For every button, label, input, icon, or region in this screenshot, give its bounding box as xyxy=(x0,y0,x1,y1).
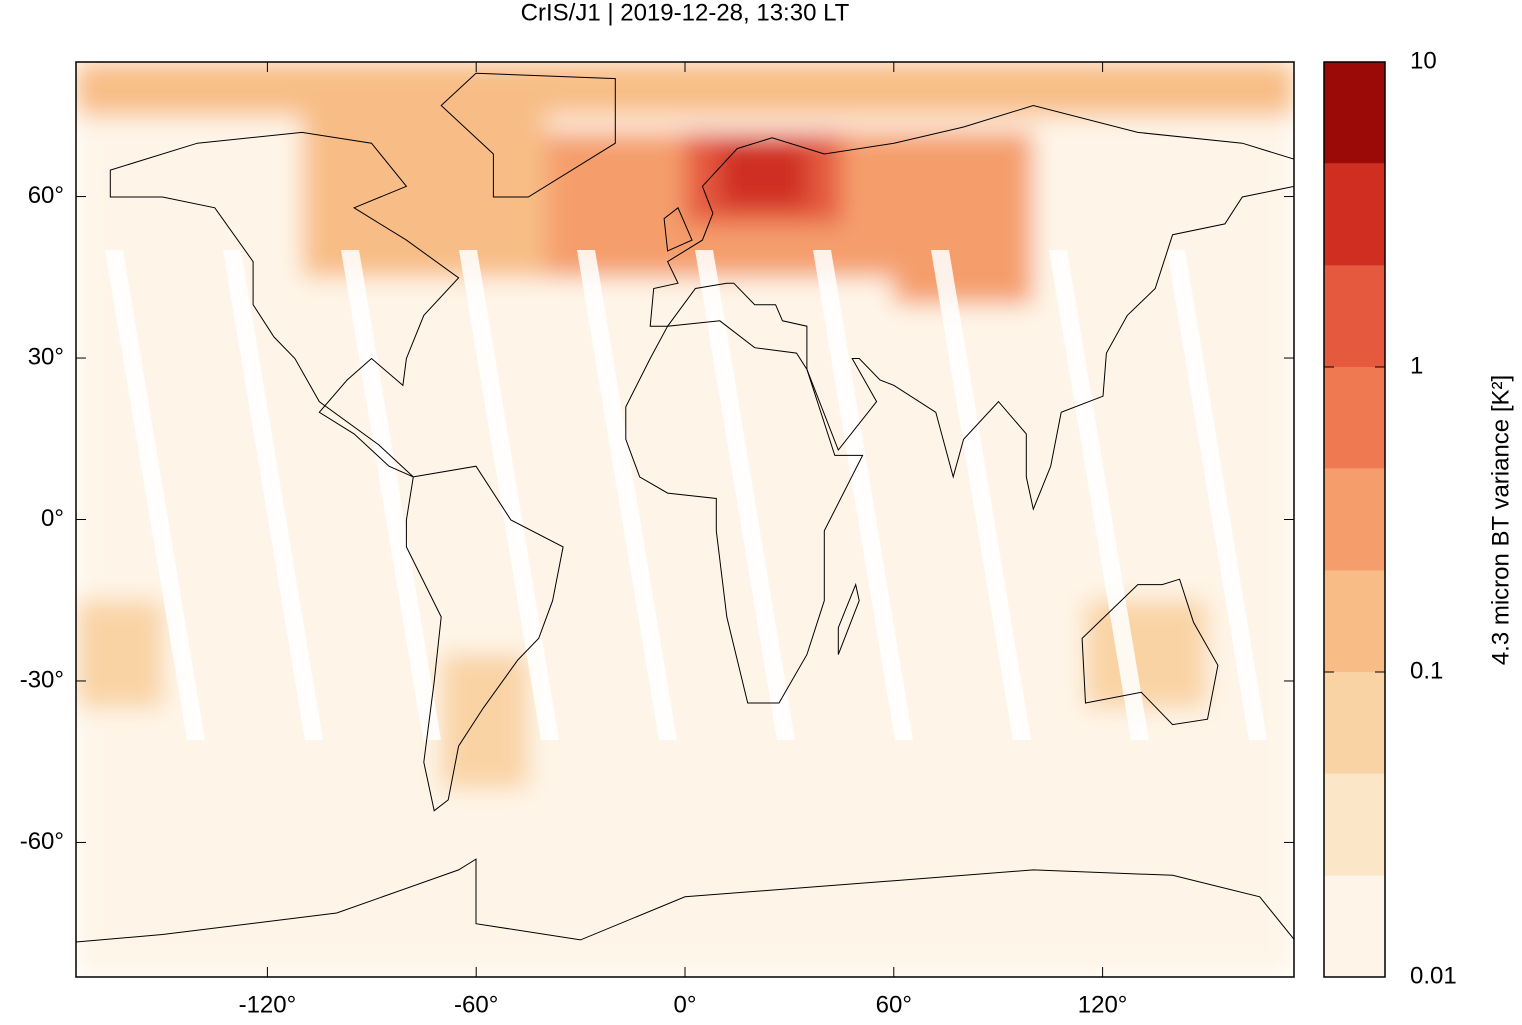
coastline xyxy=(649,104,1294,511)
x-tick-label: 120° xyxy=(1078,991,1128,1018)
data-gap-swath xyxy=(223,250,323,740)
data-gap-swath xyxy=(813,250,913,740)
coastlines xyxy=(76,72,1294,943)
coastline xyxy=(76,858,1294,943)
x-tick-label: 0° xyxy=(674,991,697,1018)
y-tick-label: 60° xyxy=(28,182,64,209)
coastline xyxy=(663,207,693,252)
coastline xyxy=(837,582,860,655)
colorbar-band xyxy=(1324,468,1385,571)
data-gap-swath xyxy=(1049,250,1149,740)
colorbar-band xyxy=(1324,773,1385,876)
data-gap-swath xyxy=(459,250,559,740)
x-tick-label: -120° xyxy=(239,991,297,1018)
colorbar-band xyxy=(1324,570,1385,672)
colorbar-band xyxy=(1324,265,1385,367)
variance-cell xyxy=(719,142,807,208)
y-tick-label: 0° xyxy=(41,505,64,532)
data-gap-swath xyxy=(695,250,795,740)
data-gap-swath xyxy=(931,250,1031,740)
colorbar-tick-label: 10 xyxy=(1410,47,1437,74)
colorbar-tick-label: 0.01 xyxy=(1410,962,1457,989)
coastline xyxy=(1081,578,1219,726)
colorbar-label: 4.3 micron BT variance [K²] xyxy=(1487,375,1514,665)
field xyxy=(76,62,1294,977)
variance-cell xyxy=(893,223,1033,305)
colorbar-band xyxy=(1324,62,1385,164)
colorbar-band xyxy=(1324,367,1385,469)
variance-cell xyxy=(76,600,163,708)
data-gap-swath xyxy=(1167,250,1267,740)
variance-cell xyxy=(1085,600,1207,708)
y-tick-label: 30° xyxy=(28,343,64,370)
data-gap-swath xyxy=(341,250,441,740)
colorbar-frame xyxy=(1323,61,1386,978)
variance-cell xyxy=(441,654,529,789)
coastline xyxy=(440,72,616,198)
colorbar-band xyxy=(1324,672,1385,774)
x-tick-label: -60° xyxy=(454,991,498,1018)
data-gap-swath xyxy=(577,250,677,740)
y-tick-label: -60° xyxy=(20,828,64,855)
colorbar-band xyxy=(1324,163,1385,266)
variance-cell xyxy=(302,88,546,278)
colorbar-band xyxy=(1324,875,1385,977)
x-tick-label: 60° xyxy=(876,991,912,1018)
colorbar-tick-label: 0.1 xyxy=(1410,657,1443,684)
coastline xyxy=(405,465,564,812)
y-tick-label: -30° xyxy=(20,666,64,693)
coastline xyxy=(109,131,460,478)
chart-title: CrIS/J1 | 2019-12-28, 13:30 LT xyxy=(521,0,850,26)
coastline xyxy=(625,320,864,704)
colorbar-tick-label: 1 xyxy=(1410,352,1423,379)
data-gap-swath xyxy=(105,250,205,740)
